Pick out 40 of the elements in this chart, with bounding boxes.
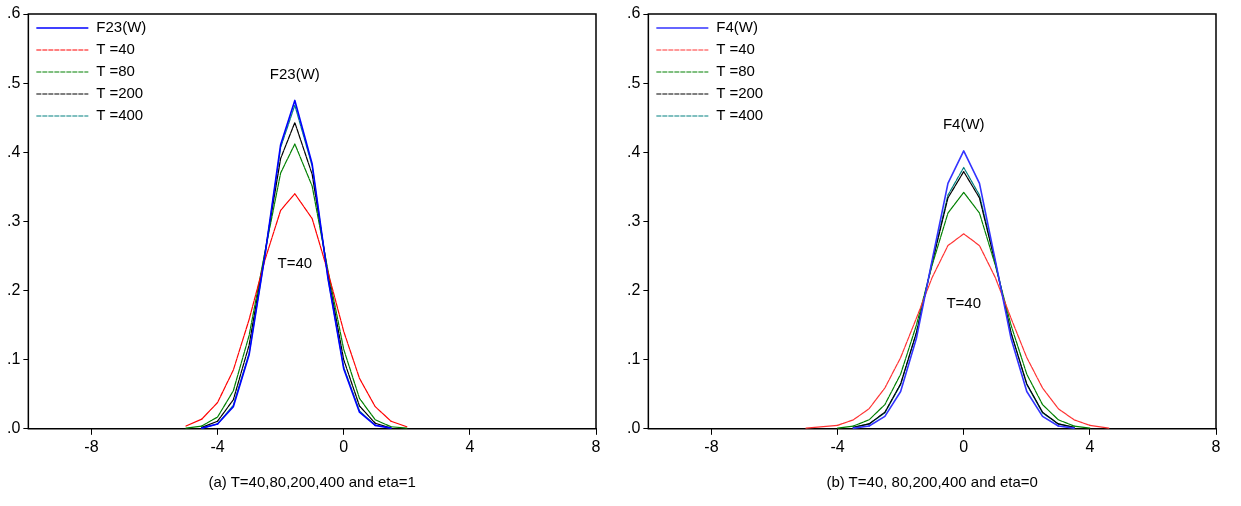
y-tick-label: .6 [7,4,21,22]
legend-label: T =400 [96,106,144,124]
legend-label: T =80 [96,62,135,80]
x-tick-label: 0 [959,437,969,455]
legend-label: T =400 [716,106,764,124]
legend-label: F23(W) [96,18,147,36]
y-tick-label: .1 [7,350,21,368]
y-tick-label: .6 [627,4,641,22]
y-tick-label: .3 [627,211,641,229]
annotation: T=40 [946,293,982,311]
y-tick-label: .2 [7,280,21,298]
y-tick-label: .4 [7,142,21,160]
x-axis-title: (a) T=40,80,200,400 and eta=1 [208,473,416,491]
x-tick-label: 4 [1085,437,1095,455]
legend-label: T =80 [716,62,755,80]
y-tick-label: .1 [627,350,641,368]
x-tick-label: -8 [704,437,719,455]
y-tick-label: .2 [627,280,641,298]
y-tick-label: .0 [7,419,21,437]
x-tick-label: 0 [339,437,349,455]
y-tick-label: .5 [627,73,641,91]
x-tick-label: -4 [210,437,225,455]
legend-label: T =200 [716,84,764,102]
y-tick-label: .0 [627,419,641,437]
x-tick-label: -8 [84,437,99,455]
legend-label: T =40 [96,40,135,58]
y-tick-label: .3 [7,211,21,229]
legend-label: T =40 [716,40,755,58]
x-tick-label: -4 [830,437,845,455]
x-tick-label: 4 [465,437,475,455]
legend-label: F4(W) [716,18,758,36]
legend-label: T =200 [96,84,144,102]
annotation: F23(W) [269,64,320,82]
x-tick-label: 8 [591,437,601,455]
x-tick-label: 8 [1211,437,1221,455]
y-tick-label: .4 [627,142,641,160]
annotation: T=40 [277,253,313,271]
y-tick-label: .5 [7,73,21,91]
x-axis-title: (b) T=40, 80,200,400 and eta=0 [826,473,1038,491]
annotation: F4(W) [942,115,985,133]
